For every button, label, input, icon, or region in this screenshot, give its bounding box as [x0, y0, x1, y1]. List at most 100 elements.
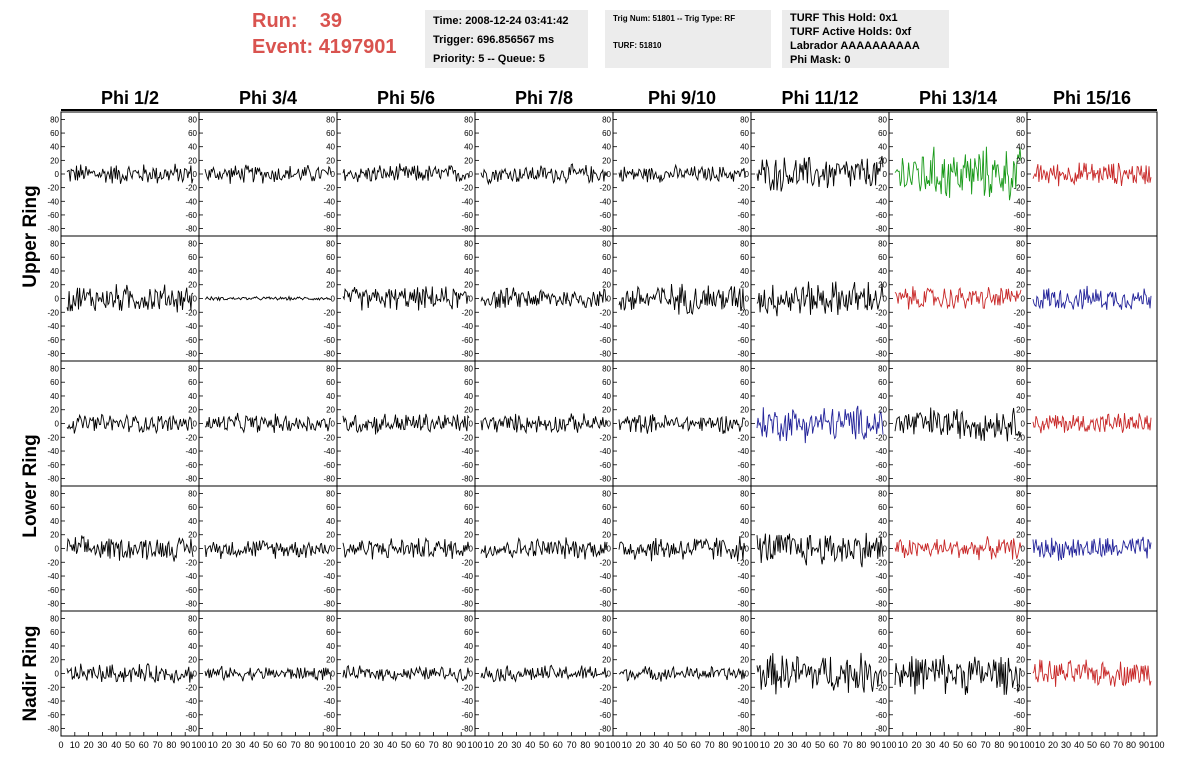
y-tick-label: 40 [326, 517, 335, 526]
y-tick-label: 80 [326, 239, 335, 248]
y-tick-label: -60 [461, 711, 473, 720]
y-tick-label: -80 [461, 475, 473, 484]
y-tick-label: -80 [599, 725, 611, 734]
y-tick-label: -40 [323, 572, 335, 581]
y-tick-label: 80 [1016, 115, 1025, 124]
y-tick-label: 0 [1021, 295, 1026, 304]
waveform-trace [342, 664, 470, 684]
waveform-panel: 80 60 40 20 0 -20 -40 -60 -80 [47, 485, 200, 612]
y-tick-label: 80 [602, 364, 611, 373]
y-tick-label: 80 [50, 614, 59, 623]
y-tick-label: -20 [185, 184, 197, 193]
y-tick-label: -40 [47, 197, 59, 206]
y-tick-label: -80 [875, 725, 887, 734]
waveform-panel: 80 60 40 20 0 -20 -40 -60 -80 [461, 235, 614, 362]
waveform-panel: 80 60 40 20 0 -20 -40 -60 -80 [875, 360, 1028, 487]
waveform-trace [480, 536, 608, 560]
x-tick-label: 40 [525, 740, 535, 750]
x-tick-label: 40 [1074, 740, 1084, 750]
y-tick-label: -40 [875, 197, 887, 206]
waveform-trace [756, 532, 884, 568]
waveform-trace [618, 283, 746, 315]
x-tick-label: 70 [705, 740, 715, 750]
y-tick-label: -60 [737, 586, 749, 595]
y-tick-label: 40 [464, 517, 473, 526]
y-tick-label: -40 [185, 572, 197, 581]
y-tick-label: -60 [599, 586, 611, 595]
panel-frame [336, 235, 476, 362]
y-tick-label: 20 [1016, 156, 1025, 165]
x-tick-label: 10 [484, 740, 494, 750]
y-tick-label: 0 [883, 170, 888, 179]
column-header: Phi 7/8 [515, 88, 573, 108]
y-tick-label: -60 [185, 336, 197, 345]
x-tick-label: 20 [84, 740, 94, 750]
y-tick-label: -20 [599, 558, 611, 567]
y-tick-label: 40 [188, 392, 197, 401]
y-tick-label: -40 [185, 197, 197, 206]
y-tick-label: 20 [326, 531, 335, 540]
waveform-panel: 80 60 40 20 0 -20 -40 -60 -80 [737, 235, 890, 362]
waveform-panel: 80 60 40 20 0 -20 -40 -60 -80 [461, 111, 614, 237]
y-tick-label: 20 [50, 656, 59, 665]
y-tick-label: 0 [331, 170, 336, 179]
y-tick-label: 80 [878, 239, 887, 248]
y-tick-label: 20 [878, 531, 887, 540]
x-tick-label: 80 [304, 740, 314, 750]
waveform-trace [894, 536, 1022, 561]
y-tick-label: 20 [602, 406, 611, 415]
y-tick-label: -20 [599, 683, 611, 692]
y-tick-label: 60 [740, 503, 749, 512]
y-tick-label: 80 [188, 614, 197, 623]
y-tick-label: -40 [599, 447, 611, 456]
y-tick-label: 80 [464, 614, 473, 623]
waveform-trace [618, 163, 746, 183]
x-tick-label: 90 [1139, 740, 1149, 750]
x-tick-label: 10 [1035, 740, 1045, 750]
trigger-text: Trigger: 696.856567 ms [433, 34, 555, 46]
x-tick-label: 10 [70, 740, 80, 750]
y-tick-label: 40 [740, 642, 749, 651]
y-tick-label: 0 [193, 420, 198, 429]
y-tick-label: -80 [323, 475, 335, 484]
x-tick-label: 70 [981, 740, 991, 750]
waveform-panel: 80 60 40 20 0 -20 -40 -60 -80 [185, 235, 338, 362]
x-tick-label: 40 [663, 740, 673, 750]
waveform-panel: 80 60 40 20 0 -20 -40 -60 -80 [323, 485, 476, 612]
y-tick-label: 80 [602, 115, 611, 124]
y-tick-label: 0 [55, 170, 60, 179]
waveform-trace [66, 163, 194, 184]
x-tick-label: 60 [277, 740, 287, 750]
y-tick-label: -80 [737, 600, 749, 609]
x-tick-label: 100 [743, 740, 758, 750]
y-tick-label: -40 [737, 322, 749, 331]
x-tick-label: 10 [622, 740, 632, 750]
y-tick-label: -80 [185, 475, 197, 484]
y-tick-label: -40 [461, 572, 473, 581]
y-tick-label: -60 [1013, 336, 1025, 345]
y-tick-label: 40 [188, 143, 197, 152]
waveform-trace [480, 163, 608, 186]
waveform-panel: 80 60 40 20 0 -20 -40 -60 -80 [737, 111, 890, 237]
x-tick-label: 40 [801, 740, 811, 750]
x-tick-label: 60 [691, 740, 701, 750]
x-tick-label: 30 [97, 740, 107, 750]
y-tick-label: 80 [1016, 489, 1025, 498]
y-tick-label: -20 [875, 184, 887, 193]
waveform-panel: 80 60 40 20 0 -20 -40 -60 -80 [185, 111, 338, 237]
y-tick-label: 40 [1016, 392, 1025, 401]
y-tick-label: -40 [1013, 322, 1025, 331]
x-tick-label: 70 [1113, 740, 1123, 750]
y-tick-label: 20 [1016, 281, 1025, 290]
x-tick-label: 70 [153, 740, 163, 750]
y-tick-label: -20 [737, 558, 749, 567]
trigger-info-box: Trig Num: 51801 -- Trig Type: RF TURF: 5… [605, 10, 771, 68]
y-tick-label: 20 [326, 406, 335, 415]
y-tick-label: -60 [461, 336, 473, 345]
priority-text: Priority: 5 -- Queue: 5 [433, 53, 545, 65]
y-tick-label: -20 [875, 558, 887, 567]
y-tick-label: 20 [326, 156, 335, 165]
y-tick-label: 80 [1016, 614, 1025, 623]
y-tick-label: 60 [50, 253, 59, 262]
